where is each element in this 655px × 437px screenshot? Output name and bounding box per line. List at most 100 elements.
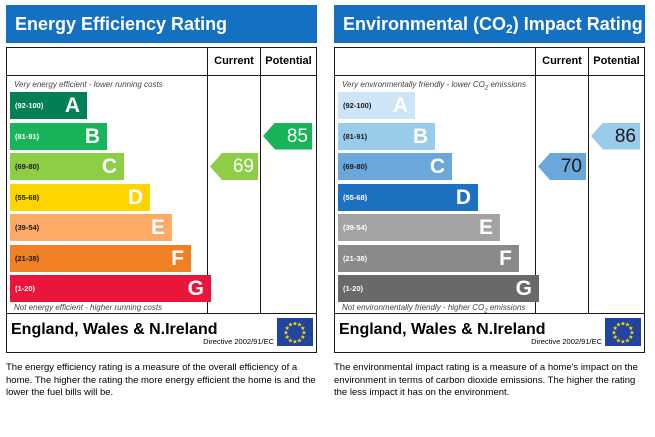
environment-band-range: (1-20)	[343, 284, 364, 293]
environment-potential-rating-arrow: 86	[591, 122, 640, 150]
svg-text:★: ★	[285, 334, 290, 341]
environment-potential-rating-value: 86	[614, 125, 636, 147]
environment-band-range: (81-91)	[343, 131, 368, 141]
energy-divider-2	[260, 48, 261, 313]
svg-text:★: ★	[616, 322, 621, 329]
svg-text:★: ★	[611, 330, 616, 337]
svg-text:★: ★	[283, 330, 288, 337]
environment-band-f: (21-38) F	[338, 244, 519, 272]
svg-text:★: ★	[629, 330, 634, 337]
energy-band-a: (92-100) A	[10, 92, 87, 119]
energy-current-rating-value: 69	[232, 156, 254, 177]
environment-band-range: (92-100)	[343, 101, 372, 110]
energy-band-f: (21-38) F	[10, 244, 191, 272]
environment-divider-1	[535, 48, 536, 313]
svg-text:★: ★	[613, 325, 618, 332]
environment-band-range: (55-68)	[343, 192, 368, 202]
environment-region: England, Wales & N.Ireland	[339, 321, 546, 338]
environment-top-note: Very environmentally friendly - lower CO…	[342, 80, 527, 92]
svg-text:★: ★	[285, 325, 290, 332]
svg-text:★: ★	[300, 334, 305, 341]
energy-band-letter: D	[127, 185, 143, 209]
energy-potential-rating-value: 85	[286, 125, 308, 147]
environment-band-b: (81-91) B	[338, 122, 435, 150]
environment-current-rating-arrow: 70	[538, 153, 586, 180]
energy-band-letter: F	[171, 246, 184, 270]
environment-directive: Directive 2002/91/EC	[531, 337, 602, 346]
energy-region: England, Wales & N.Ireland	[11, 321, 218, 338]
svg-text:★: ★	[297, 337, 302, 344]
environment-band-letter: B	[412, 124, 428, 148]
environment-band-d: (55-68) D	[338, 183, 478, 211]
energy-footer-rule	[7, 313, 316, 314]
eu-flag-icon: ★ ★ ★ ★ ★ ★ ★ ★ ★ ★ ★ ★	[277, 318, 313, 346]
environment-band-g: (1-20) G	[338, 275, 539, 302]
energy-band-d: (55-68) D	[10, 183, 150, 211]
environment-title-bar: Environmental (CO2) Impact Rating	[334, 5, 645, 43]
environment-band-letter: F	[499, 246, 512, 270]
energy-directive: Directive 2002/91/EC	[203, 337, 274, 346]
svg-text:★: ★	[625, 322, 630, 329]
svg-text:★: ★	[297, 322, 302, 329]
energy-potential-rating-arrow: 85	[263, 122, 312, 150]
energy-band-range: (55-68)	[15, 192, 40, 202]
energy-band-range: (81-91)	[15, 131, 40, 141]
energy-band-e: (39-54) E	[10, 214, 172, 241]
energy-potential-header: Potential	[265, 55, 312, 67]
svg-text:★: ★	[300, 325, 305, 332]
energy-band-g: (1-20) G	[10, 275, 211, 302]
environment-band-c: (69-80) C	[338, 153, 452, 180]
energy-band-range: (1-20)	[15, 284, 36, 293]
environment-band-letter: E	[478, 216, 493, 239]
energy-current-header: Current	[214, 55, 254, 67]
environment-band-letter: G	[515, 277, 532, 300]
svg-text:★: ★	[292, 321, 297, 328]
energy-chart-box: Current Potential Very energy efficient …	[6, 47, 317, 353]
svg-text:★: ★	[292, 339, 297, 346]
energy-band-letter: E	[150, 216, 165, 239]
svg-text:★: ★	[620, 321, 625, 328]
energy-band-range: (92-100)	[15, 101, 44, 110]
environmental-impact-panel: Environmental (CO2) Impact Rating Curren…	[334, 5, 645, 353]
environment-header-rule	[335, 75, 644, 76]
energy-band-letter: G	[187, 277, 204, 300]
environment-band-letter: C	[429, 155, 445, 178]
environment-band-range: (21-38)	[343, 253, 368, 263]
energy-band-range: (69-80)	[15, 162, 40, 171]
energy-efficiency-panel: Energy Efficiency Rating Current Potenti…	[6, 5, 317, 353]
energy-header-rule	[7, 75, 316, 76]
environment-footer-rule	[335, 313, 644, 314]
energy-band-letter: A	[64, 94, 80, 117]
energy-title-bar: Energy Efficiency Rating	[6, 5, 317, 43]
svg-text:★: ★	[288, 322, 293, 329]
environment-caption: The environmental impact rating is a mea…	[334, 362, 638, 398]
svg-text:★: ★	[616, 337, 621, 344]
environment-band-range: (39-54)	[343, 223, 368, 232]
svg-text:★: ★	[625, 337, 630, 344]
energy-band-range: (21-38)	[15, 253, 40, 263]
environment-current-header: Current	[542, 55, 582, 67]
energy-band-c: (69-80) C	[10, 153, 124, 180]
energy-band-range: (39-54)	[15, 223, 40, 232]
svg-text:★: ★	[620, 339, 625, 346]
environment-band-a: (92-100) A	[338, 92, 415, 119]
energy-bottom-note: Not energy efficient - higher running co…	[14, 303, 163, 312]
svg-text:★: ★	[613, 334, 618, 341]
environment-band-letter: A	[392, 94, 408, 117]
svg-text:★: ★	[301, 330, 306, 337]
environment-chart-box: Current Potential Very environmentally f…	[334, 47, 645, 353]
eu-flag-icon: ★ ★ ★ ★ ★ ★ ★ ★ ★ ★ ★ ★	[605, 318, 641, 346]
environment-band-letter: D	[455, 185, 471, 209]
energy-band-b: (81-91) B	[10, 122, 107, 150]
energy-current-rating-arrow: 69	[210, 153, 258, 180]
svg-text:★: ★	[628, 334, 633, 341]
environment-title: Environmental (CO2) Impact Rating	[343, 14, 643, 36]
energy-band-letter: C	[101, 155, 117, 178]
environment-bottom-note: Not environmentally friendly - higher CO…	[342, 303, 526, 315]
energy-divider-1	[207, 48, 208, 313]
svg-text:★: ★	[628, 325, 633, 332]
energy-caption: The energy efficiency rating is a measur…	[6, 362, 316, 398]
environment-band-range: (69-80)	[343, 162, 368, 171]
energy-band-letter: B	[84, 124, 100, 148]
environment-current-rating-value: 70	[560, 156, 582, 177]
